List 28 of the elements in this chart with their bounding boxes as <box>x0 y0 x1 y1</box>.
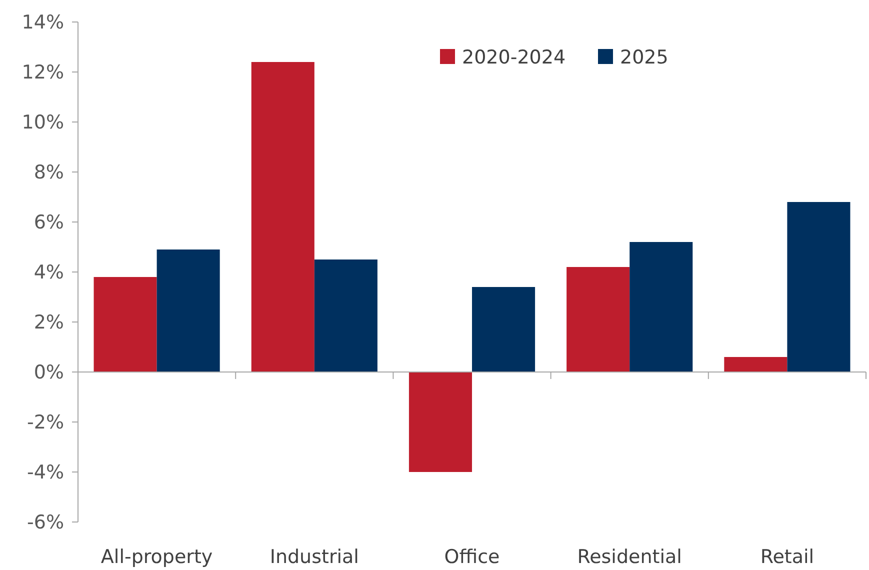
bar <box>156 250 220 372</box>
bar <box>408 372 472 472</box>
y-tick-label: 6% <box>34 212 64 234</box>
x-tick-label: Retail <box>760 546 814 568</box>
bar <box>314 260 378 372</box>
bar <box>787 202 850 372</box>
y-tick-label: 12% <box>22 62 64 84</box>
y-tick-label: 4% <box>34 262 64 284</box>
y-tick-label: 14% <box>22 12 64 34</box>
y-tick-label: -2% <box>27 412 64 434</box>
x-tick-label: Industrial <box>270 546 359 568</box>
x-tick-label: Office <box>444 546 500 568</box>
bar <box>251 62 314 372</box>
legend-label: 2025 <box>620 46 668 69</box>
y-tick-label: 8% <box>34 162 64 184</box>
y-tick-label: 10% <box>22 112 64 134</box>
x-tick-label: All-property <box>100 546 213 568</box>
bar <box>630 242 693 372</box>
bar <box>724 357 788 372</box>
x-tick-label: Residential <box>577 546 682 568</box>
y-tick-label: 0% <box>34 362 64 384</box>
bar <box>566 267 630 372</box>
legend-label: 2020-2024 <box>462 46 566 69</box>
y-tick-label: -4% <box>27 462 64 484</box>
bar <box>94 277 157 372</box>
y-tick-label: 2% <box>34 312 64 334</box>
bar <box>472 287 536 372</box>
y-tick-label: -6% <box>27 512 64 534</box>
